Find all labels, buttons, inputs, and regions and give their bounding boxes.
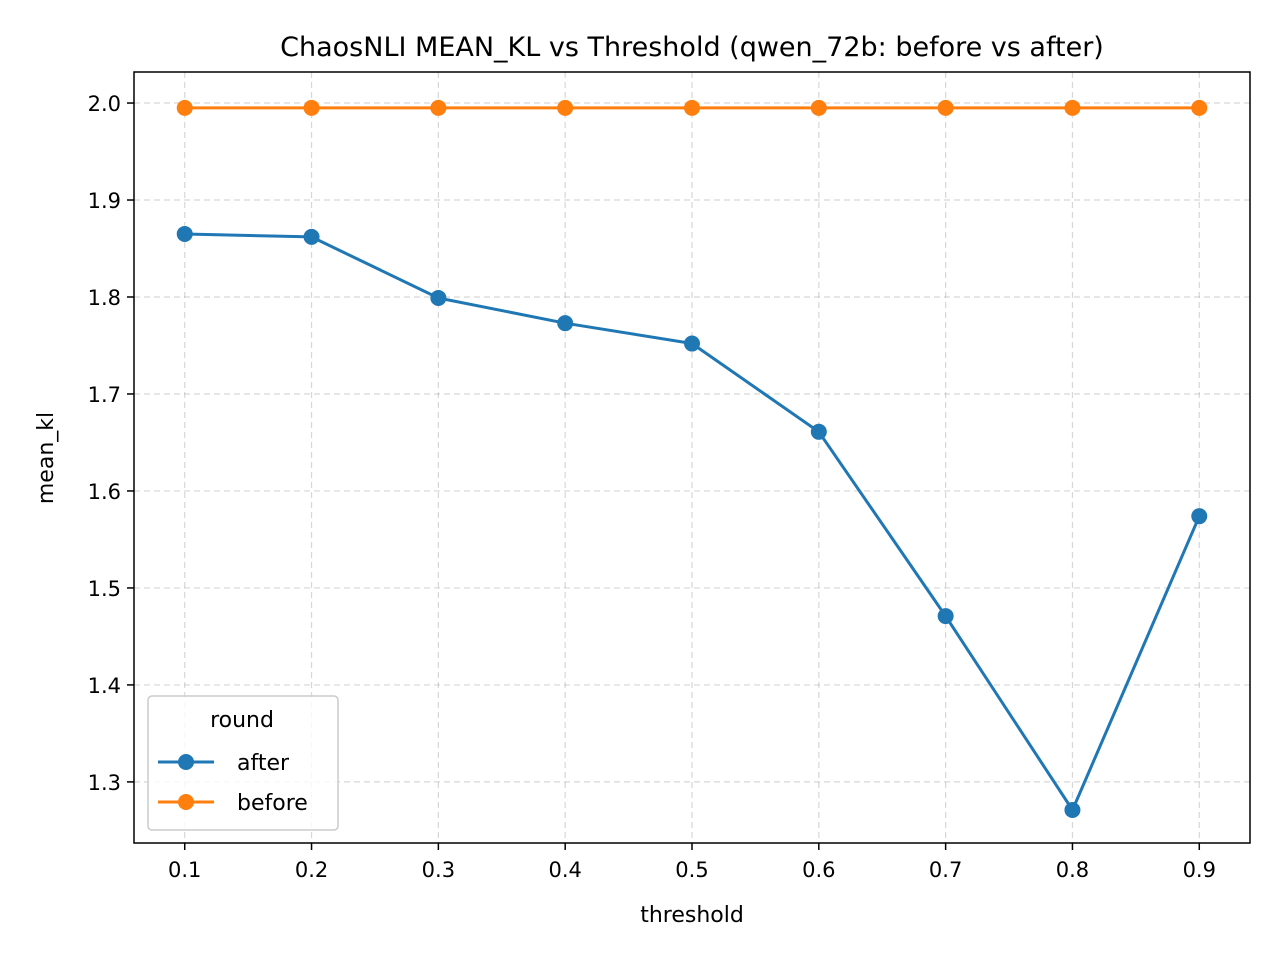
x-tick-label: 0.8 [1056,858,1089,882]
legend-box [147,695,339,831]
x-tick-label: 0.2 [295,858,328,882]
legend-label-after: after [237,751,290,776]
data-point-before [684,99,700,116]
legend: round after before [147,695,339,831]
legend-marker-after [178,754,194,770]
data-point-before [176,99,193,116]
data-point-after [810,423,827,440]
series-layer [176,99,1208,819]
data-point-after [937,608,954,625]
x-tick-label: 0.9 [1183,858,1216,882]
y-tick-label: 1.3 [88,771,121,795]
y-tick-label: 1.4 [88,674,121,698]
data-point-after [684,335,700,352]
data-point-before [430,99,447,116]
data-point-after [303,228,320,245]
y-axis-label: mean_kl [34,412,59,504]
data-point-before [1064,99,1081,116]
data-point-after [430,289,447,306]
y-tick-label: 1.9 [88,189,121,213]
data-point-before [557,99,574,116]
chart-title: ChaosNLI MEAN_KL vs Threshold (qwen_72b:… [280,32,1104,63]
legend-title: round [210,708,274,733]
data-point-before [1191,99,1208,116]
x-axis-label: threshold [640,903,744,928]
y-tick-label: 1.8 [88,286,121,310]
data-point-after [1064,802,1081,819]
y-tick-label: 1.6 [88,480,121,504]
data-point-before [303,99,320,116]
x-tick-label: 0.5 [675,858,708,882]
data-point-before [810,99,827,116]
x-tick-label: 0.6 [802,858,835,882]
grid-lines [134,72,1250,843]
legend-label-before: before [237,791,308,816]
x-tick-label: 0.7 [929,858,962,882]
data-point-after [176,225,193,242]
axis-ticks: 0.1 0.2 0.3 0.4 0.5 0.6 0.7 0.8 0.9 1.3 1.4 1.5 1.6 1… [88,92,1216,882]
data-point-before [937,99,954,116]
y-tick-label: 1.5 [88,577,121,601]
legend-marker-before [178,794,194,810]
x-tick-label: 0.1 [168,858,201,882]
y-tick-label: 2.0 [88,92,121,116]
x-tick-label: 0.4 [548,858,581,882]
x-tick-label: 0.3 [422,858,455,882]
y-tick-label: 1.7 [88,383,121,407]
data-point-after [557,315,574,332]
data-point-after [1191,508,1208,525]
